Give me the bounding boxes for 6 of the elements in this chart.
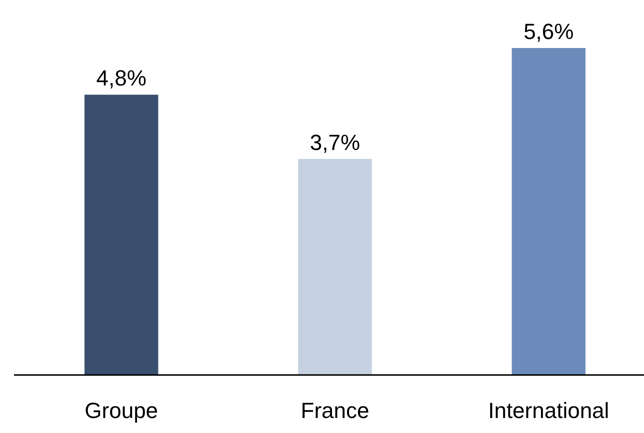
x-tick-label: International <box>488 398 610 423</box>
data-label: 3,7% <box>310 130 360 155</box>
x-tick-label: Groupe <box>84 398 158 423</box>
data-label: 5,6% <box>524 19 574 44</box>
x-tick-label: France <box>300 398 370 423</box>
data-label: 4,8% <box>96 66 146 91</box>
